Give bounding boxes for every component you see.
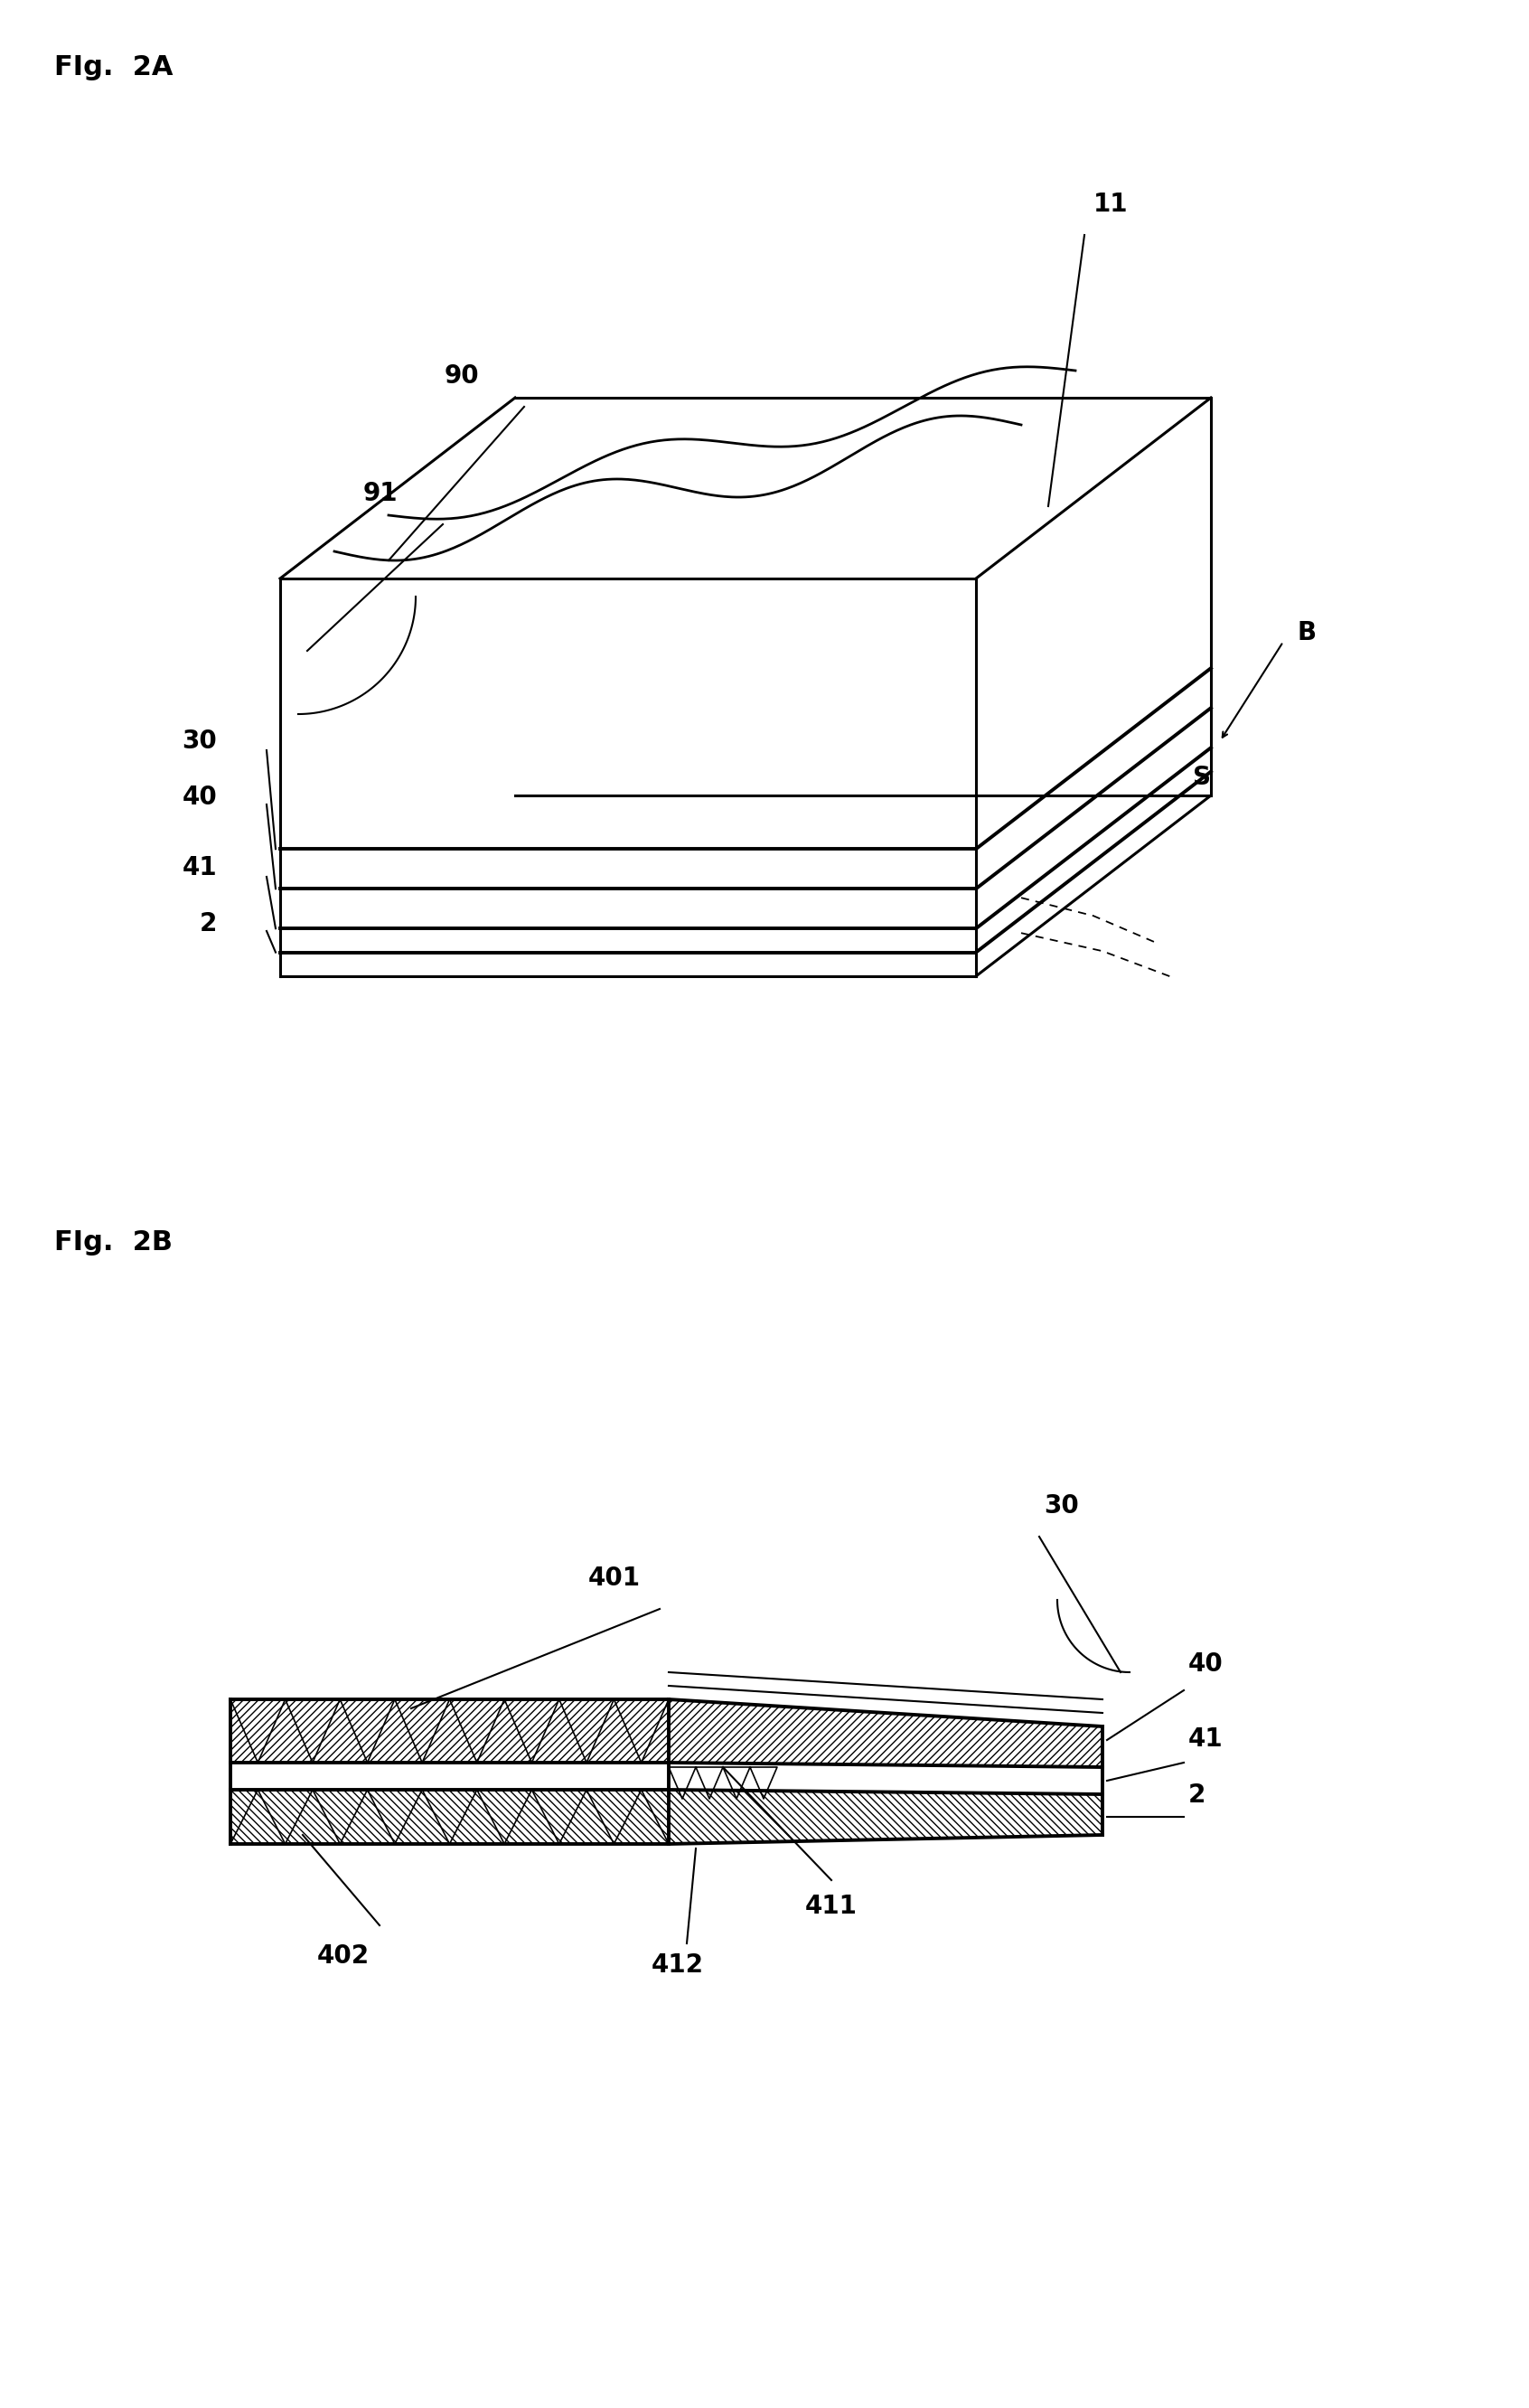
Polygon shape [668,1789,1102,1845]
Text: 11: 11 [1093,193,1128,217]
Text: 2: 2 [199,910,217,937]
Text: 2: 2 [1188,1782,1206,1808]
Text: 90: 90 [443,364,479,388]
Text: 41: 41 [1188,1727,1223,1751]
Bar [231,1700,668,1763]
Text: 41: 41 [182,855,217,881]
Text: 40: 40 [1188,1652,1223,1676]
Text: 30: 30 [1044,1493,1079,1519]
Text: 401: 401 [589,1565,641,1592]
Text: 402: 402 [317,1943,370,1970]
Polygon shape [668,1763,1102,1794]
Text: S: S [1193,766,1211,790]
Text: 91: 91 [362,482,398,506]
Polygon shape [280,578,976,975]
Bar [231,1789,668,1845]
Text: 30: 30 [182,730,217,754]
Bar [231,1700,668,1763]
Text: FIg.  2A: FIg. 2A [54,55,173,79]
Bar [231,1763,668,1789]
Text: 411: 411 [806,1893,858,1919]
Text: FIg.  2B: FIg. 2B [54,1230,173,1255]
Polygon shape [976,397,1211,975]
Text: 40: 40 [182,785,217,809]
Polygon shape [668,1700,1102,1767]
Text: 412: 412 [651,1953,703,1977]
Bar [231,1789,668,1845]
Polygon shape [280,397,1211,578]
Text: B: B [1297,621,1316,645]
